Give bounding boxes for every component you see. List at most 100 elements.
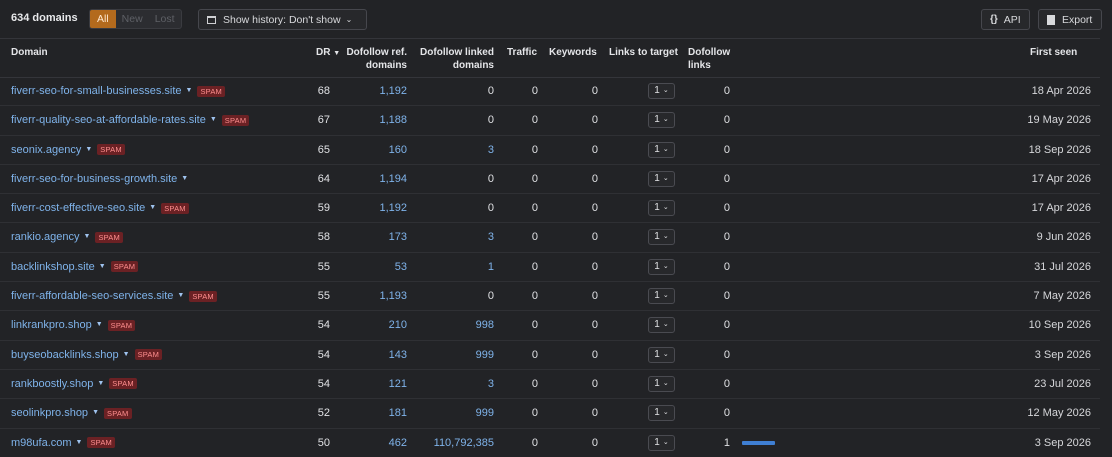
caret-down-icon[interactable]: ▼ [122,350,130,358]
keywords-value: 0 [591,143,598,156]
spam-badge: SPAM [97,144,125,156]
domain-link[interactable]: fiverr-cost-effective-seo.site [11,202,146,215]
ref-domains-link[interactable]: 1,188 [379,114,407,127]
ref-domains-link[interactable]: 53 [394,260,407,273]
domain-link[interactable]: rankio.agency [11,231,80,244]
table-row: fiverr-seo-for-business-growth.site ▼ 64 1,… [0,165,1100,195]
spam-badge: SPAM [161,202,189,214]
filter-new-button[interactable]: New [121,13,143,25]
col-linked-domains-line1: Dofollow linked [420,47,494,58]
ref-domains-link[interactable]: 181 [388,407,407,420]
col-links-to-target[interactable]: Links to target [609,47,678,58]
links-to-target-dropdown[interactable]: 1 ⌄ [648,288,675,305]
dr-value: 65 [317,143,330,156]
export-button[interactable]: Export [1038,9,1102,30]
domain-cell: fiverr-seo-for-small-businesses.site ▼ SPA… [11,84,225,98]
linked-domains-value[interactable]: 3 [487,377,494,390]
ref-domains-link[interactable]: 160 [388,143,407,156]
ref-domains-link[interactable]: 1,194 [379,172,407,185]
ref-domains-link[interactable]: 462 [388,436,407,449]
links-to-target-dropdown[interactable]: 1 ⌄ [648,112,675,129]
ref-domains-link[interactable]: 143 [388,348,407,361]
domain-link[interactable]: seolinkpro.shop [11,407,89,420]
caret-down-icon[interactable]: ▼ [92,409,99,417]
domain-link[interactable]: m98ufa.com [11,436,72,449]
caret-down-icon[interactable]: ▼ [209,116,217,124]
col-traffic[interactable]: Traffic [507,47,538,58]
links-to-target-dropdown[interactable]: 1 ⌄ [648,434,675,451]
domain-link[interactable]: backlinkshop.site [11,260,95,273]
col-linked-domains-line2: domains [452,60,494,71]
domain-link[interactable]: rankboostly.shop [11,377,94,390]
col-linked-domains[interactable]: Dofollow linked domains [414,46,500,72]
spam-badge: SPAM [110,261,139,273]
linked-domains-value[interactable]: 998 [475,319,494,332]
traffic-value: 0 [531,348,538,361]
links-to-target-value: 1 [654,85,660,96]
show-history-dropdown[interactable]: Show history: Don't show ⌄ [198,9,367,30]
links-to-target-dropdown[interactable]: 1 ⌄ [648,346,675,363]
linked-domains-value[interactable]: 1 [487,260,494,273]
linked-domains-value[interactable]: 3 [487,143,494,156]
col-domain[interactable]: Domain [11,47,48,58]
dr-value: 52 [317,407,330,420]
dr-value: 54 [317,377,330,390]
linked-domains-value[interactable]: 999 [475,407,494,420]
ref-domains-link[interactable]: 173 [388,231,407,244]
linked-domains-value[interactable]: 999 [475,348,494,361]
col-ref-domains[interactable]: Dofollow ref. domains [330,46,407,72]
caret-down-icon[interactable]: ▼ [181,174,189,182]
links-to-target-dropdown[interactable]: 1 ⌄ [648,317,675,334]
ref-domains-link[interactable]: 121 [388,377,407,390]
links-to-target-dropdown[interactable]: 1 ⌄ [648,200,675,217]
api-button[interactable]: {} API [981,9,1030,30]
links-to-target-dropdown[interactable]: 1 ⌄ [648,83,675,99]
caret-down-icon[interactable]: ▼ [185,87,193,94]
ref-domains-link[interactable]: 1,192 [379,202,407,215]
links-to-target-dropdown[interactable]: 1 ⌄ [648,258,675,275]
links-to-target-dropdown[interactable]: 1 ⌄ [648,229,675,246]
caret-down-icon[interactable]: ▼ [149,204,157,212]
caret-down-icon[interactable]: ▼ [83,233,91,241]
domain-link[interactable]: fiverr-quality-seo-at-affordable-rates.s… [11,114,206,127]
caret-down-icon[interactable]: ▼ [85,145,93,153]
links-to-target-dropdown[interactable]: 1 ⌄ [648,170,675,187]
dofollow-links-value: 0 [723,172,730,185]
domain-link[interactable]: linkrankpro.shop [11,319,92,332]
ref-domains-link[interactable]: 210 [388,319,407,332]
table-row: m98ufa.com ▼ SPAM 50 462 110,792,385 0 0 1 ⌄ 1 3 Se… [0,429,1100,457]
col-dofollow-links[interactable]: Dofollow links [688,46,730,72]
caret-down-icon[interactable]: ▼ [98,262,106,270]
caret-down-icon[interactable]: ▼ [95,321,103,329]
domain-link[interactable]: fiverr-seo-for-business-growth.site [11,172,178,185]
domain-link[interactable]: seonix.agency [11,143,82,156]
filter-all-button[interactable]: All [90,10,116,28]
domain-link[interactable]: fiverr-seo-for-small-businesses.site [11,85,182,97]
chevron-down-icon: ⌄ [662,438,669,446]
col-dr[interactable]: DR ▼ [316,46,340,60]
first-seen-value: 12 May 2026 [1027,407,1091,420]
col-first-seen[interactable]: First seen [1030,47,1078,58]
domain-link[interactable]: fiverr-affordable-seo-services.site [11,290,174,303]
links-to-target-value: 1 [654,407,660,419]
col-keywords[interactable]: Keywords [549,47,597,58]
col-ref-domains-line1: Dofollow ref. [346,47,407,58]
traffic-value: 0 [531,143,538,156]
filter-lost-button[interactable]: Lost [154,13,175,25]
linked-domains-value[interactable]: 110,792,385 [433,436,494,449]
traffic-value: 0 [531,85,538,97]
dofollow-links-value: 0 [723,377,730,390]
dr-value: 67 [317,114,330,127]
ref-domains-link[interactable]: 1,192 [379,85,407,97]
caret-down-icon[interactable]: ▼ [97,379,105,387]
caret-down-icon[interactable]: ▼ [177,292,185,300]
domain-link[interactable]: buyseobacklinks.shop [11,348,119,361]
first-seen-value: 19 May 2026 [1027,114,1091,127]
ref-domains-link[interactable]: 1,193 [379,290,407,303]
links-to-target-dropdown[interactable]: 1 ⌄ [648,141,675,158]
linked-domains-value[interactable]: 3 [487,231,494,244]
linked-domains-value: 0 [487,290,494,303]
links-to-target-dropdown[interactable]: 1 ⌄ [648,405,675,422]
caret-down-icon[interactable]: ▼ [75,438,83,446]
links-to-target-dropdown[interactable]: 1 ⌄ [648,375,675,392]
